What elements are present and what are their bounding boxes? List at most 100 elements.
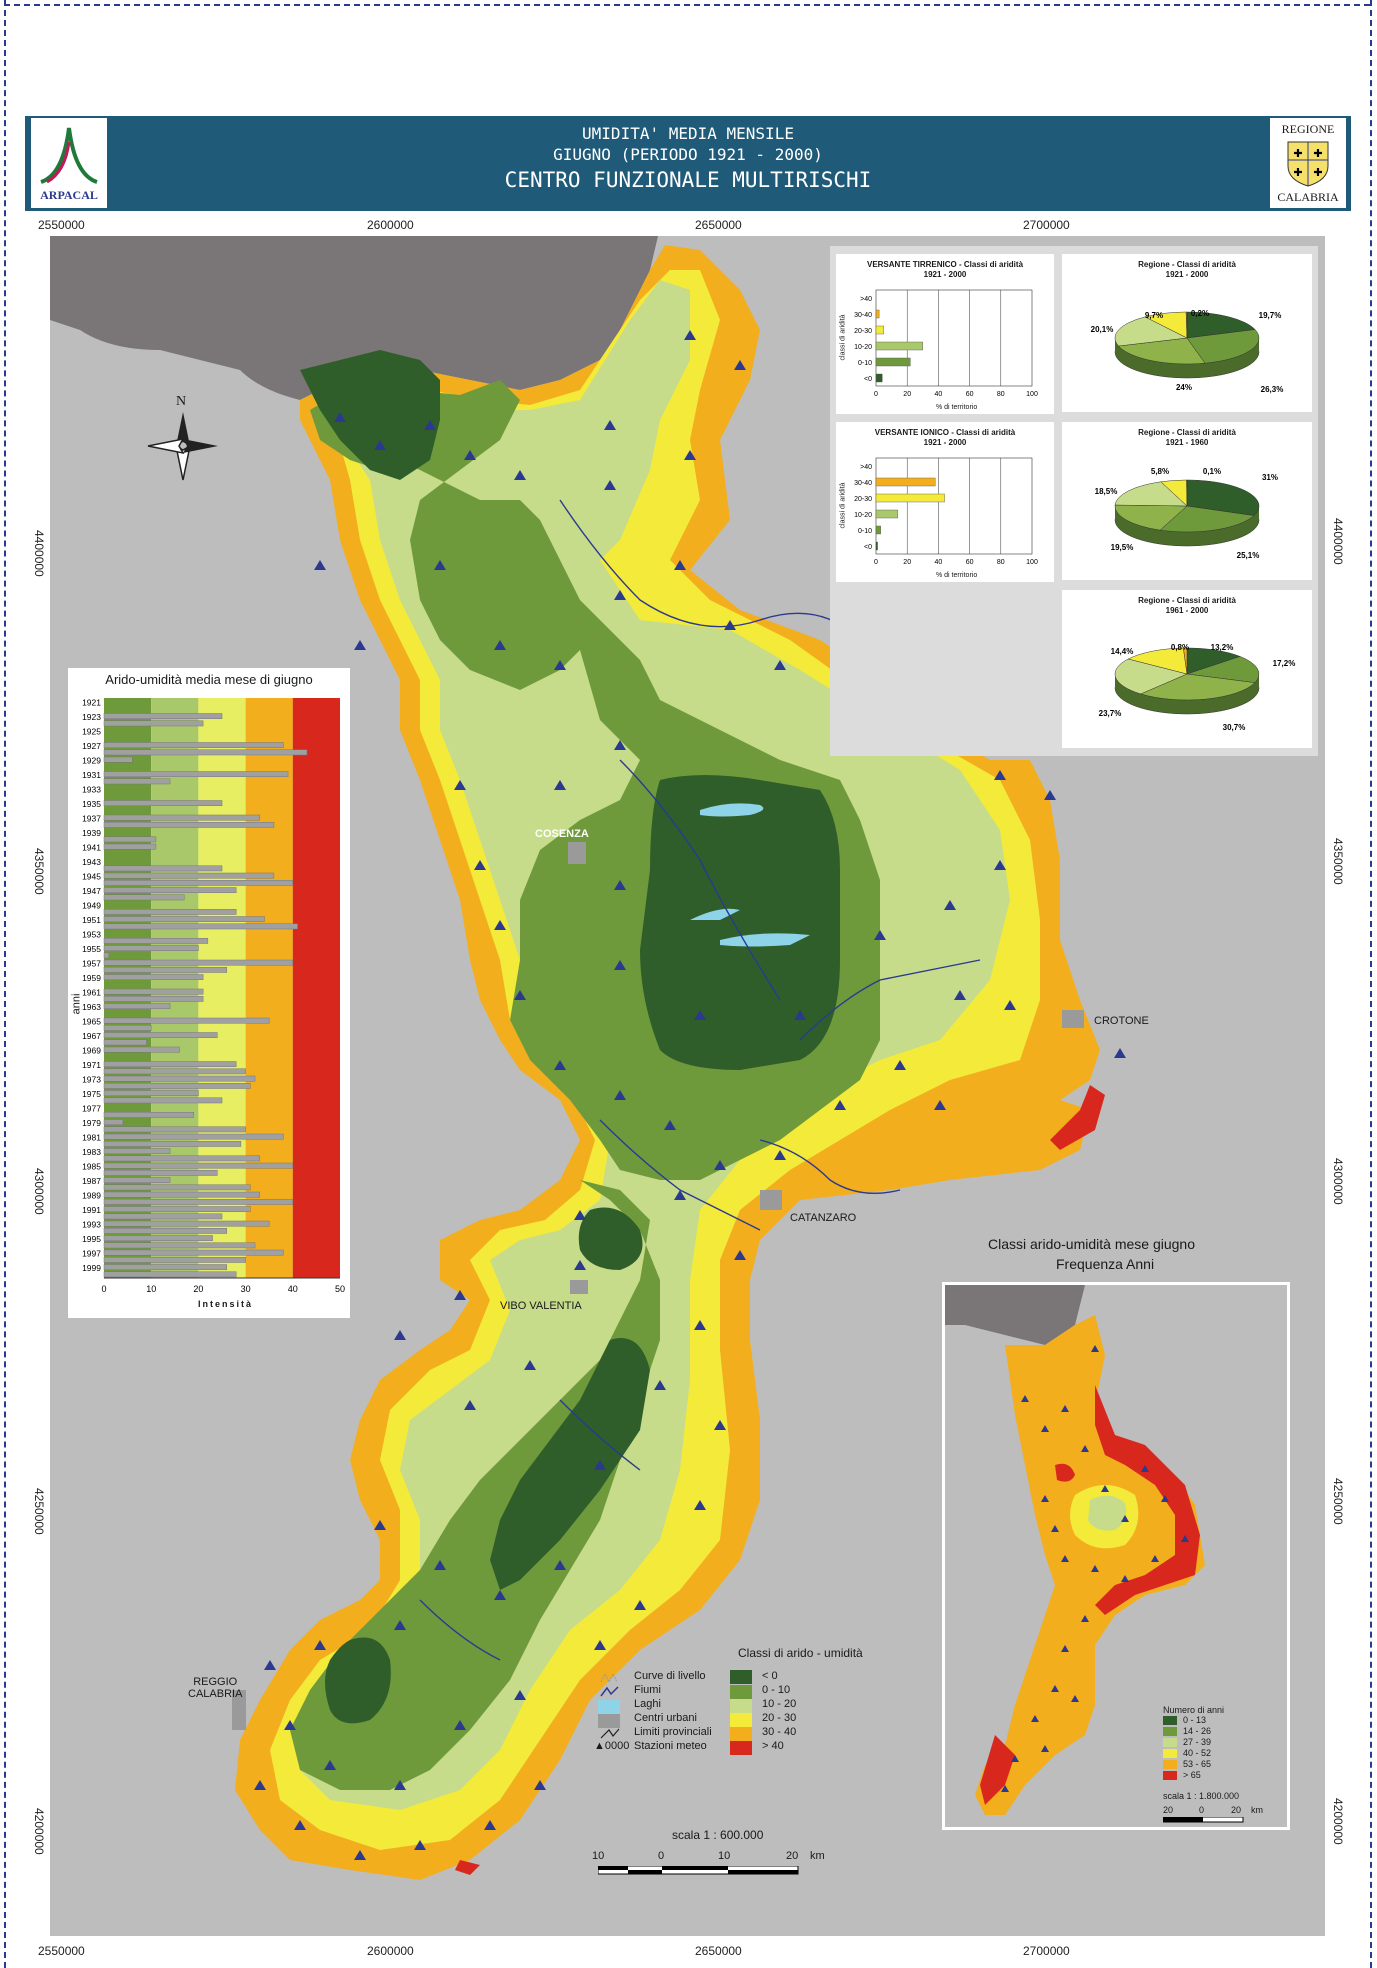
inset-class-row-6: > 65 [1163, 1770, 1263, 1781]
bar-1987 [103, 1177, 171, 1183]
year-tick-1957: 1957 [82, 958, 101, 968]
north-arrow-label: N [176, 394, 187, 409]
pie1-title: Regione - Classi di aridità [1138, 260, 1236, 269]
x-coord-bottom-3: 2650000 [695, 1944, 742, 1958]
yearly-chart-xlabel: Intensità [198, 1299, 254, 1309]
x-tick-20: 20 [193, 1284, 203, 1294]
year-tick-1931: 1931 [82, 770, 101, 780]
inset-scale-label: scala 1 : 1.800.000 [1163, 1791, 1240, 1801]
inset-legend-title: Numero di anni [1163, 1705, 1225, 1715]
legend-rivers: Fiumi [634, 1684, 661, 1696]
bar-1992 [103, 1213, 223, 1220]
bar-1959 [103, 974, 204, 980]
bar-1952 [103, 923, 298, 930]
year-tick-1997: 1997 [82, 1248, 101, 1258]
slice-20,1% [1114, 316, 1188, 347]
bar-30-40 [875, 477, 936, 487]
map-legend: Curve di livello Fiumi Laghi Centri urba… [592, 1646, 892, 1800]
bar-1984 [103, 1155, 261, 1162]
bar-1995 [103, 1235, 213, 1241]
plot-area [875, 289, 1033, 387]
bar-1940 [103, 836, 157, 843]
svg-text:✚: ✚ [1293, 148, 1302, 160]
year-tick-1983: 1983 [82, 1147, 101, 1157]
pie1-svg: 19,7% 26,3% 24% 20,1% 9,7% 0,2% [1091, 309, 1284, 394]
legend-lakes: Laghi [634, 1698, 661, 1710]
bar-1975 [103, 1090, 199, 1096]
inset-swatch-4 [1163, 1749, 1177, 1758]
map-header: ARPACAL UMIDITA' MEDIA MENSILE GIUGNO (P… [25, 116, 1351, 211]
year-tick-1933: 1933 [82, 784, 101, 794]
year-tick-1965: 1965 [82, 1016, 101, 1026]
band-20 - 30 [245, 698, 293, 1278]
bar-20-30 [875, 493, 945, 503]
slice-26,3% [1186, 329, 1260, 364]
x-tick-20: 20 [903, 559, 911, 566]
year-tick-1949: 1949 [82, 900, 101, 910]
zone-lt0-aspromonte [325, 1637, 391, 1724]
x-coord-bottom-1: 2550000 [38, 1944, 85, 1958]
band-< 0 [104, 698, 152, 1278]
year-tick-1967: 1967 [82, 1031, 101, 1041]
legend-class-swatch-20-30 [730, 1713, 752, 1727]
bar-1954 [103, 938, 209, 944]
bar-1974 [103, 1083, 251, 1089]
bar-1935 [103, 800, 223, 806]
x-tick-80: 80 [997, 391, 1005, 398]
bar-1938 [103, 822, 275, 828]
legend-province: Limiti provinciali [634, 1726, 712, 1738]
bar-1937 [103, 814, 261, 821]
year-tick-1945: 1945 [82, 871, 101, 881]
scale-tick-3: 10 [718, 1850, 731, 1862]
bar-1928 [103, 749, 308, 756]
year-tick-1925: 1925 [82, 726, 101, 736]
inset-scale-tick-2: 0 [1199, 1805, 1205, 1815]
x-tick-40: 40 [935, 391, 943, 398]
bar-1955 [103, 945, 199, 951]
bar-1981 [103, 1133, 284, 1140]
bar-1927 [103, 742, 284, 748]
catanzaro-urban [760, 1190, 782, 1210]
year-tick-1973: 1973 [82, 1074, 101, 1084]
bar-2000 [103, 1271, 237, 1278]
legend-class-20-30: 20 - 30 [762, 1712, 797, 1724]
inset-panel: Numero di anni 0 - 13 14 - 26 27 - 39 40… [942, 1282, 1290, 1830]
pie2-svg: 31% 25,1% 19,5% 18,5% 5,8% 0,1% [1095, 467, 1278, 560]
inset-class-row-3: 27 - 39 [1163, 1737, 1263, 1748]
year-tick-1985: 1985 [82, 1161, 101, 1171]
label-reggio-calabria: REGGIO CALABRIA [188, 1676, 243, 1700]
inset-title-2: Frequenza Anni [1056, 1256, 1155, 1272]
vibo-urban [570, 1280, 588, 1294]
year-tick-1939: 1939 [82, 828, 101, 838]
bar-1976 [103, 1097, 223, 1104]
year-tick-1961: 1961 [82, 987, 101, 997]
x-tick-20: 20 [903, 391, 911, 398]
slice-18,5% [1114, 481, 1188, 507]
inset-scale-bar [1163, 1817, 1244, 1823]
header-line-1: UMIDITA' MEDIA MENSILE [582, 124, 794, 143]
cosenza-urban [568, 842, 586, 864]
bar-1946 [103, 880, 294, 886]
inset-class-6: > 65 [1183, 1770, 1201, 1780]
zone-0-10 [290, 380, 880, 1790]
slice-23,7% [1114, 658, 1188, 695]
scale-bar [598, 1866, 799, 1875]
bar-1944 [103, 865, 223, 872]
legend-class-swatch-lt0 [730, 1670, 752, 1684]
year-tick-1991: 1991 [82, 1205, 101, 1215]
year-tick-1935: 1935 [82, 799, 101, 809]
scale-label: scala 1 : 600.000 [672, 1828, 764, 1842]
yearly-chart-svg: 1921 1923 1925 1927 1929 1931 1933 1935 1937 1939… [82, 697, 345, 1294]
slice-0,2% [1185, 311, 1188, 339]
x-coord-top-1: 2550000 [38, 218, 85, 232]
bar-1980 [103, 1126, 246, 1133]
bar-1968 [103, 1039, 147, 1046]
x-tick-30: 30 [241, 1284, 251, 1294]
plot-area [875, 457, 1033, 555]
bar-1948 [103, 894, 185, 901]
x-tick-0: 0 [101, 1284, 106, 1294]
inset-class-row-2: 14 - 26 [1163, 1726, 1263, 1737]
inset-swatch-2 [1163, 1727, 1177, 1736]
inset-scale-tick-1: 20 [1163, 1805, 1174, 1815]
